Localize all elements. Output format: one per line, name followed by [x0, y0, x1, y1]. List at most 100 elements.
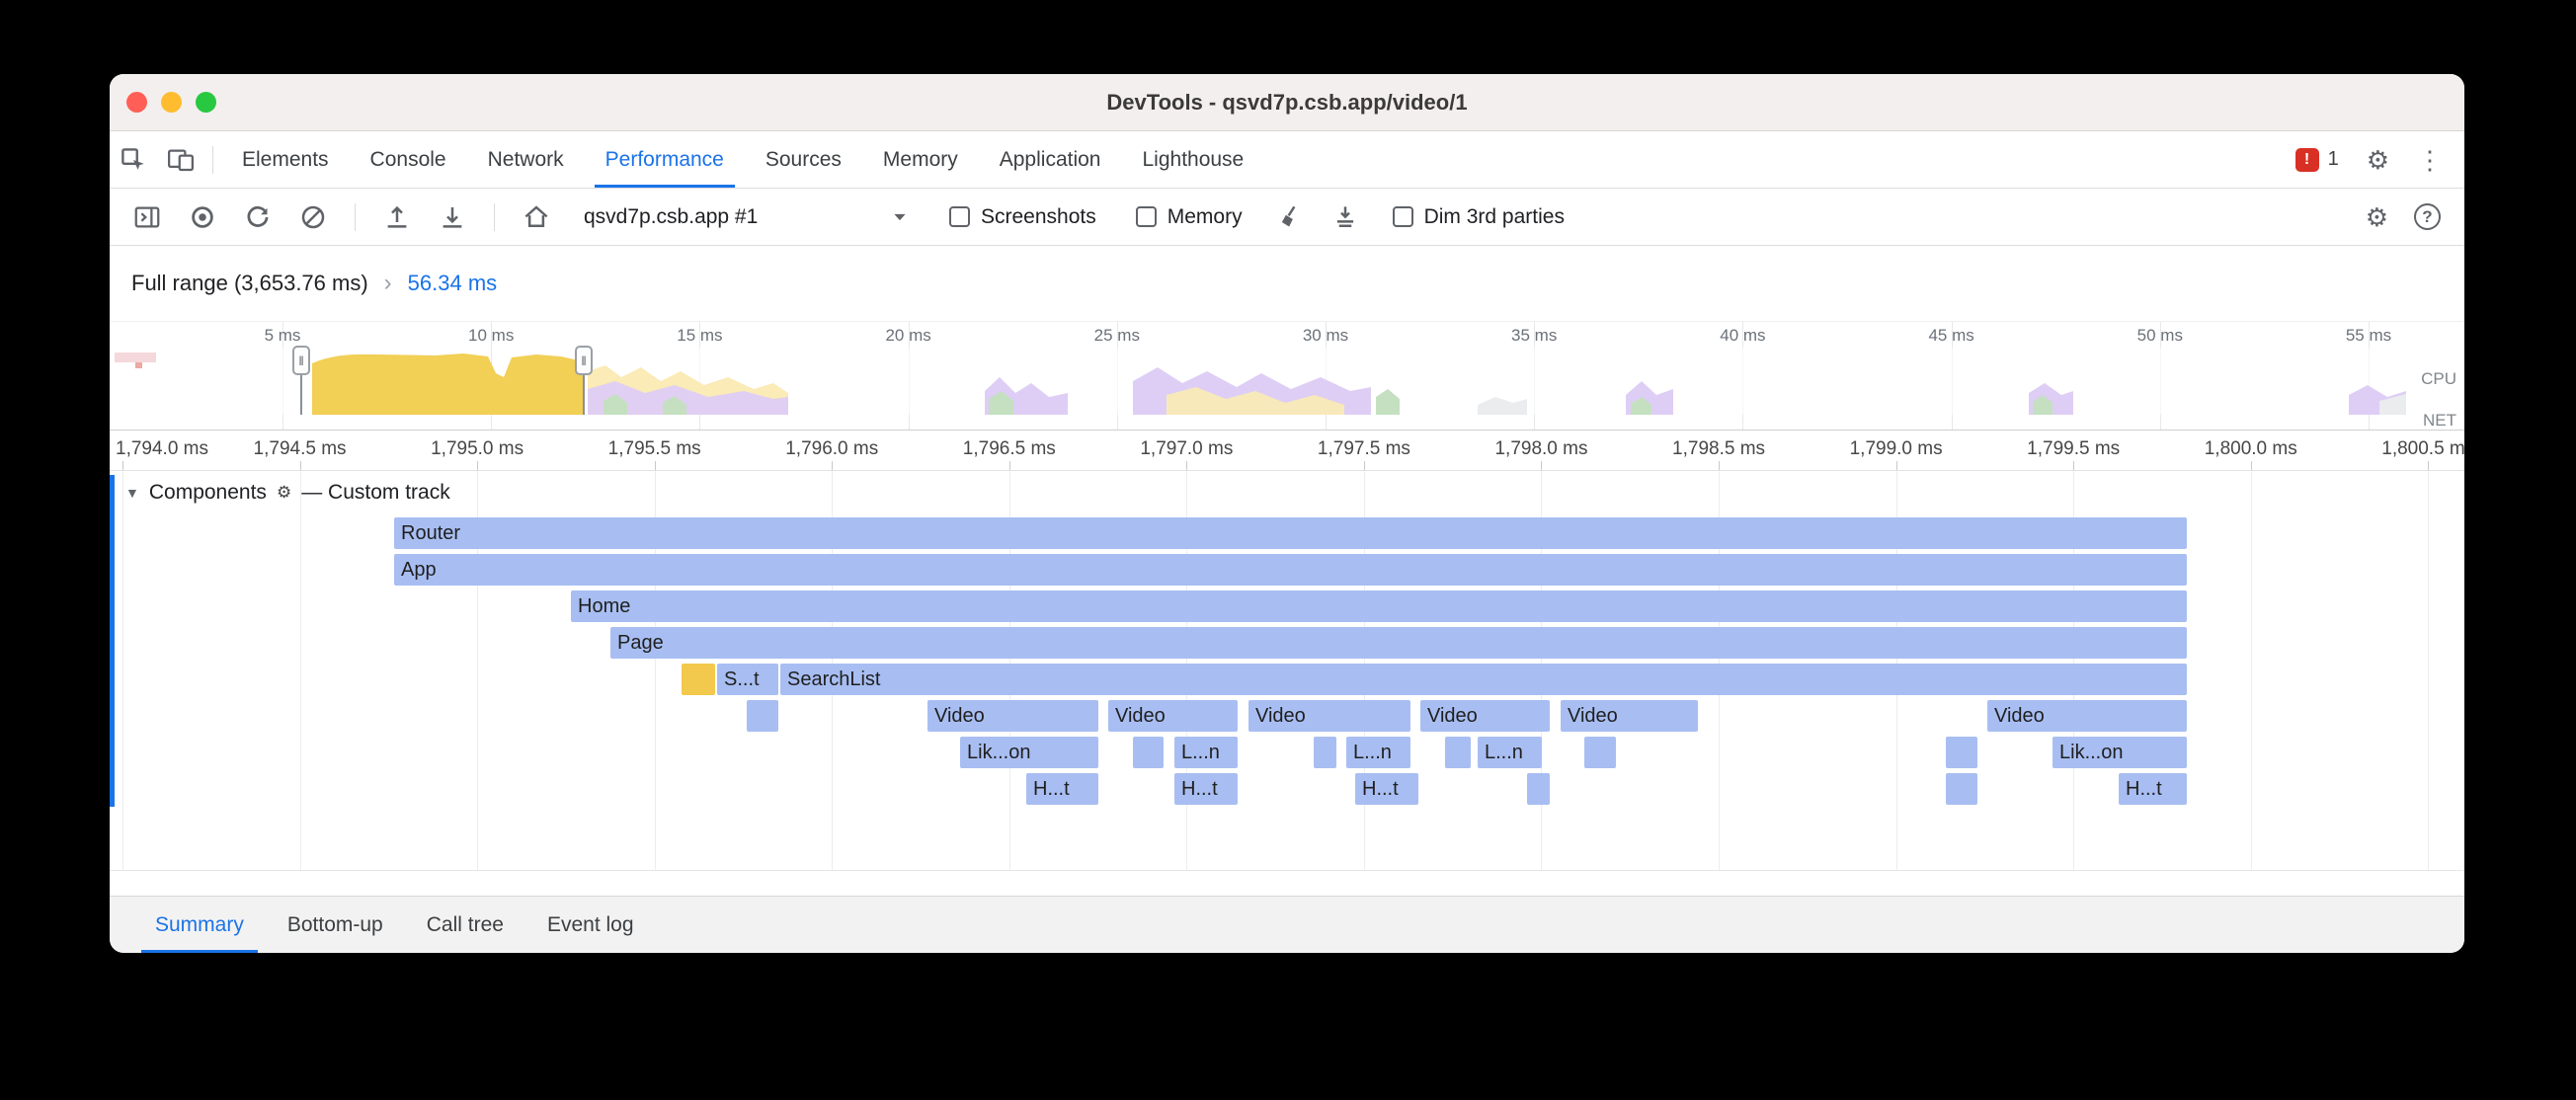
flame-bar[interactable]: Video: [1987, 700, 2187, 732]
help-icon[interactable]: ?: [2414, 203, 2441, 230]
settings-gear-icon[interactable]: ⚙: [2366, 144, 2389, 175]
flame-bar-label: Video: [934, 705, 985, 727]
flame-bar[interactable]: [1445, 737, 1471, 768]
checkbox-box: [1392, 206, 1413, 227]
flame-bar[interactable]: [1946, 737, 1977, 768]
overview-tick-label: 45 ms: [1928, 326, 1974, 345]
flame-bar[interactable]: L...n: [1478, 737, 1542, 768]
track-settings-icon[interactable]: ⚙: [276, 483, 292, 502]
flame-bar[interactable]: H...t: [1174, 773, 1238, 805]
target-selector[interactable]: qsvd7p.csb.app #1: [584, 205, 910, 229]
flame-bar[interactable]: Lik...on: [960, 737, 1098, 768]
flame-bar[interactable]: L...n: [1346, 737, 1410, 768]
flame-bar[interactable]: Video: [1108, 700, 1238, 732]
flame-bar[interactable]: H...t: [1026, 773, 1098, 805]
flame-bar[interactable]: Page: [610, 627, 2187, 659]
kebab-menu-icon[interactable]: ⋮: [2417, 144, 2443, 175]
handle-grip-icon[interactable]: ‖: [292, 346, 310, 375]
flame-bar-label: Lik...on: [2059, 742, 2124, 763]
flame-bar[interactable]: Router: [394, 517, 2187, 549]
checkbox-box: [949, 206, 970, 227]
tab-elements[interactable]: Elements: [221, 131, 350, 188]
flame-bar-label: Lik...on: [967, 742, 1031, 763]
toggle-sidebar-button[interactable]: [125, 196, 169, 239]
gc-down-arrow-icon: [1336, 205, 1353, 227]
save-profile-button[interactable]: [431, 196, 474, 239]
tab-label: Lighthouse: [1142, 147, 1245, 171]
ruler-tick-mark: [2428, 461, 2430, 470]
close-button[interactable]: [126, 92, 147, 113]
selected-range-label[interactable]: 56.34 ms: [407, 271, 498, 295]
flame-bar[interactable]: [1314, 737, 1336, 768]
device-toolbar-button[interactable]: [157, 131, 204, 188]
full-range-label[interactable]: Full range (3,653.76 ms): [131, 271, 368, 295]
selection-handle-left[interactable]: ‖: [292, 346, 310, 415]
tab-label: Call tree: [426, 912, 504, 936]
flame-bar[interactable]: Lik...on: [2053, 737, 2187, 768]
minimize-button[interactable]: [161, 92, 182, 113]
tab-console[interactable]: Console: [350, 131, 467, 188]
compact-memory-button[interactable]: [1324, 196, 1367, 239]
flame-bar[interactable]: Video: [927, 700, 1098, 732]
inspect-element-button[interactable]: [110, 131, 157, 188]
handle-grip-icon[interactable]: ‖: [575, 346, 593, 375]
record-and-reload-button[interactable]: [236, 196, 280, 239]
flame-bar[interactable]: [747, 700, 778, 732]
load-profile-button[interactable]: [375, 196, 419, 239]
ruler-tick-label: 1,796.5 ms: [962, 438, 1056, 459]
flame-bar[interactable]: [1527, 773, 1550, 805]
flame-bar[interactable]: H...t: [1355, 773, 1418, 805]
breadcrumb-separator: ›: [383, 270, 392, 296]
flame-bar-label: Video: [1115, 705, 1166, 727]
flame-bar[interactable]: Video: [1561, 700, 1698, 732]
flame-bar[interactable]: S...t: [717, 664, 778, 695]
memory-checkbox[interactable]: Memory: [1135, 204, 1243, 229]
error-counter[interactable]: ! 1: [2294, 147, 2339, 172]
ruler-tick-mark: [1363, 461, 1365, 470]
tab-application[interactable]: Application: [979, 131, 1122, 188]
flame-bar[interactable]: Video: [1248, 700, 1410, 732]
selection-handle-right[interactable]: ‖: [575, 346, 593, 415]
flame-bar[interactable]: Home: [571, 590, 2187, 622]
tab-lighthouse[interactable]: Lighthouse: [1121, 131, 1264, 188]
home-button[interactable]: [515, 196, 558, 239]
ruler-tick-label: 1,795.5 ms: [607, 438, 701, 459]
track-subtitle: — Custom track: [301, 481, 450, 504]
dim-3rd-parties-checkbox[interactable]: Dim 3rd parties: [1392, 205, 1565, 229]
ruler-tick-mark: [2073, 461, 2075, 470]
flame-bar[interactable]: App: [394, 554, 2187, 586]
tab-sources[interactable]: Sources: [745, 131, 862, 188]
screenshots-checkbox[interactable]: Screenshots: [949, 205, 1096, 229]
checkbox-label: Screenshots: [981, 204, 1096, 228]
capture-settings-gear-icon[interactable]: ⚙: [2365, 201, 2388, 232]
tab-summary[interactable]: Summary: [133, 897, 266, 953]
tab-bottom-up[interactable]: Bottom-up: [266, 897, 405, 953]
flame-bar[interactable]: SearchList: [780, 664, 2187, 695]
checkbox-label: Memory: [1167, 204, 1243, 228]
overview-tick-label: 5 ms: [264, 326, 301, 345]
ruler-tick-mark: [1541, 461, 1543, 470]
flame-bar[interactable]: [1946, 773, 1977, 805]
timeline-overview[interactable]: ‖ ‖ 5 ms 10 ms 15 ms 20 ms 25 ms 30 ms 35 ms 40…: [110, 322, 2464, 431]
collect-garbage-button[interactable]: [1268, 196, 1312, 239]
tab-event-log[interactable]: Event log: [525, 897, 656, 953]
collapse-caret-icon[interactable]: ▼: [125, 485, 139, 501]
flame-bar[interactable]: [682, 664, 715, 695]
flame-bar[interactable]: [1133, 737, 1164, 768]
flame-chart[interactable]: ▼ Components ⚙ — Custom track Router App H…: [110, 471, 2464, 871]
clear-recording-button[interactable]: [291, 196, 335, 239]
tab-memory[interactable]: Memory: [862, 131, 979, 188]
flame-bar[interactable]: [1584, 737, 1616, 768]
performance-toolbar: qsvd7p.csb.app #1 Screenshots Memory: [110, 189, 2464, 246]
track-header[interactable]: ▼ Components ⚙ — Custom track: [110, 471, 450, 514]
tab-call-tree[interactable]: Call tree: [405, 897, 525, 953]
block-icon: [301, 205, 325, 228]
tab-network[interactable]: Network: [467, 131, 585, 188]
record-button[interactable]: [181, 196, 224, 239]
tab-performance[interactable]: Performance: [585, 131, 745, 188]
zoom-button[interactable]: [196, 92, 216, 113]
flame-bar[interactable]: L...n: [1174, 737, 1238, 768]
flame-bar[interactable]: H...t: [2119, 773, 2187, 805]
flame-bar-label: L...n: [1485, 742, 1523, 763]
flame-bar[interactable]: Video: [1420, 700, 1550, 732]
